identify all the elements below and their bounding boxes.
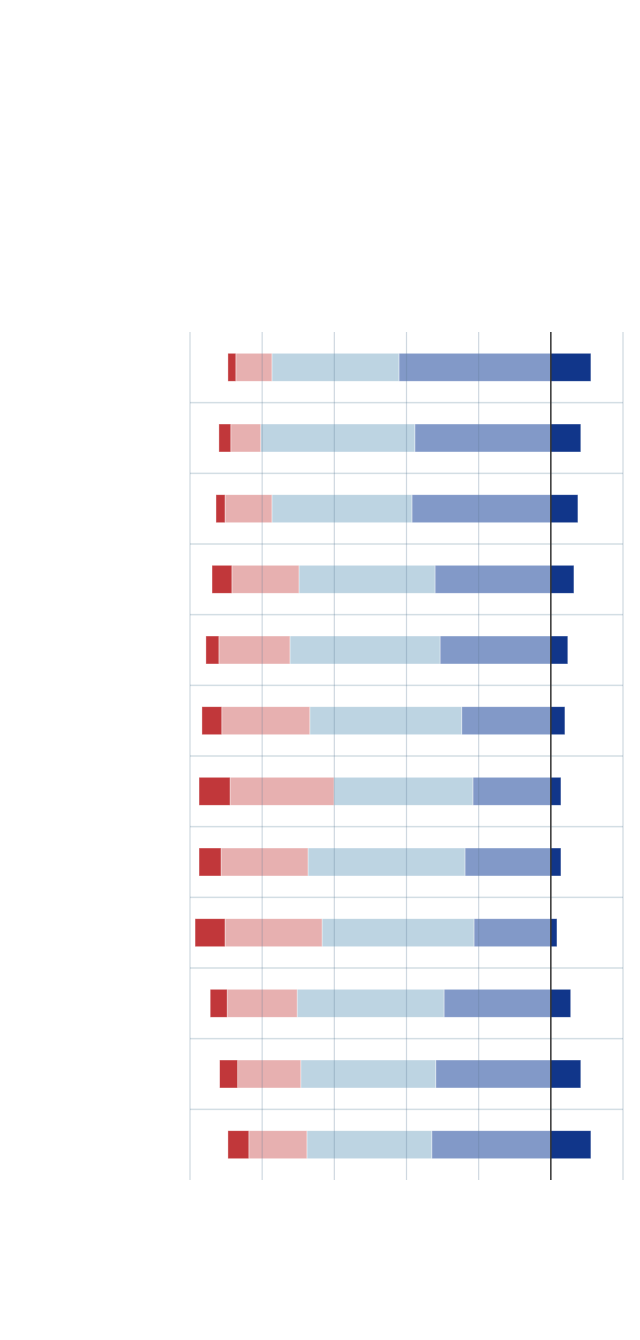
bar-segment (227, 1130, 250, 1160)
bar-segment (198, 776, 231, 806)
bar-segment (550, 706, 566, 736)
bar-segment (271, 352, 400, 382)
bar-segment (209, 988, 228, 1018)
bar-segment (289, 635, 441, 665)
bar-segment (431, 1130, 552, 1160)
bar-segment (435, 1059, 552, 1089)
bar-segment (218, 635, 291, 665)
bar-segment (227, 352, 237, 382)
bar-segment (414, 423, 552, 453)
bar-segment (298, 564, 436, 594)
bar-segment (550, 918, 558, 948)
bar-segment (411, 494, 552, 524)
bar-segment (550, 423, 582, 453)
bar-segment (472, 776, 552, 806)
bar-segment (550, 1059, 582, 1089)
bar-segment (443, 988, 552, 1018)
bar-segment (229, 776, 335, 806)
bar-segment (226, 988, 298, 1018)
bar-segment (260, 423, 416, 453)
bar-segment (220, 847, 309, 877)
bar-segment (237, 1059, 302, 1089)
bar-segment (271, 494, 413, 524)
bar-segment (235, 352, 273, 382)
bar-segment (309, 706, 463, 736)
bar-segment (201, 706, 223, 736)
bar-segment (307, 847, 466, 877)
bar-segment (231, 564, 300, 594)
bar-segment (473, 918, 552, 948)
bar-segment (218, 423, 232, 453)
bar-segment (248, 1130, 308, 1160)
bar-segment (205, 635, 220, 665)
bar-segment (333, 776, 474, 806)
bar-segment (550, 847, 562, 877)
bar-segment (550, 635, 569, 665)
bar-segment (439, 635, 552, 665)
bar-segment (461, 706, 552, 736)
bar-segment (198, 847, 222, 877)
bar-segment (211, 564, 233, 594)
bar-segment (550, 776, 562, 806)
bar-segment (221, 706, 311, 736)
bar-segment (296, 988, 445, 1018)
bar-segment (321, 918, 475, 948)
bar-segment (550, 352, 592, 382)
bar-segment (224, 494, 273, 524)
bar-segment (224, 918, 323, 948)
bar-segment (230, 423, 262, 453)
bar-segment (550, 1130, 592, 1160)
bar-segment (434, 564, 552, 594)
bar-segment (464, 847, 552, 877)
bar-segment (550, 988, 572, 1018)
bar-segment (215, 494, 226, 524)
bar-segment (550, 564, 575, 594)
bar-segment (398, 352, 552, 382)
bar-segment (306, 1130, 433, 1160)
bar-segment (219, 1059, 239, 1089)
bar-segment (194, 918, 226, 948)
bar-segment (300, 1059, 437, 1089)
bar-segment (550, 494, 579, 524)
